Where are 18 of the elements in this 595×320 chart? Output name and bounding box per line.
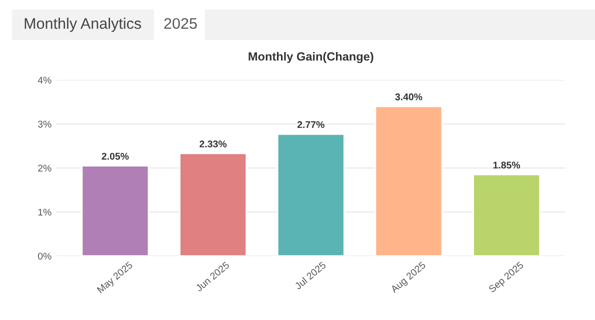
text: Monthly Analytics [24, 18, 142, 32]
y-tick-label: 0% [38, 252, 52, 260]
data-label: 1.85% [493, 162, 520, 169]
chart-title: Monthly Gain(Change) [248, 52, 374, 64]
text: 2025 [164, 18, 197, 29]
data-label: 3.40% [395, 93, 422, 100]
y-tick-label: 2% [38, 164, 52, 172]
y-tick-label: 4% [38, 76, 52, 84]
data-label: 2.77% [297, 121, 324, 128]
data-label: 2.05% [102, 152, 129, 160]
y-tick-label: 1% [38, 208, 52, 216]
bar [81, 165, 150, 256]
bar [374, 106, 443, 256]
y-tick-label: 3% [38, 120, 52, 128]
bar [472, 174, 541, 256]
bar [179, 152, 248, 256]
bar [276, 133, 345, 256]
data-label: 2.33% [200, 140, 227, 148]
